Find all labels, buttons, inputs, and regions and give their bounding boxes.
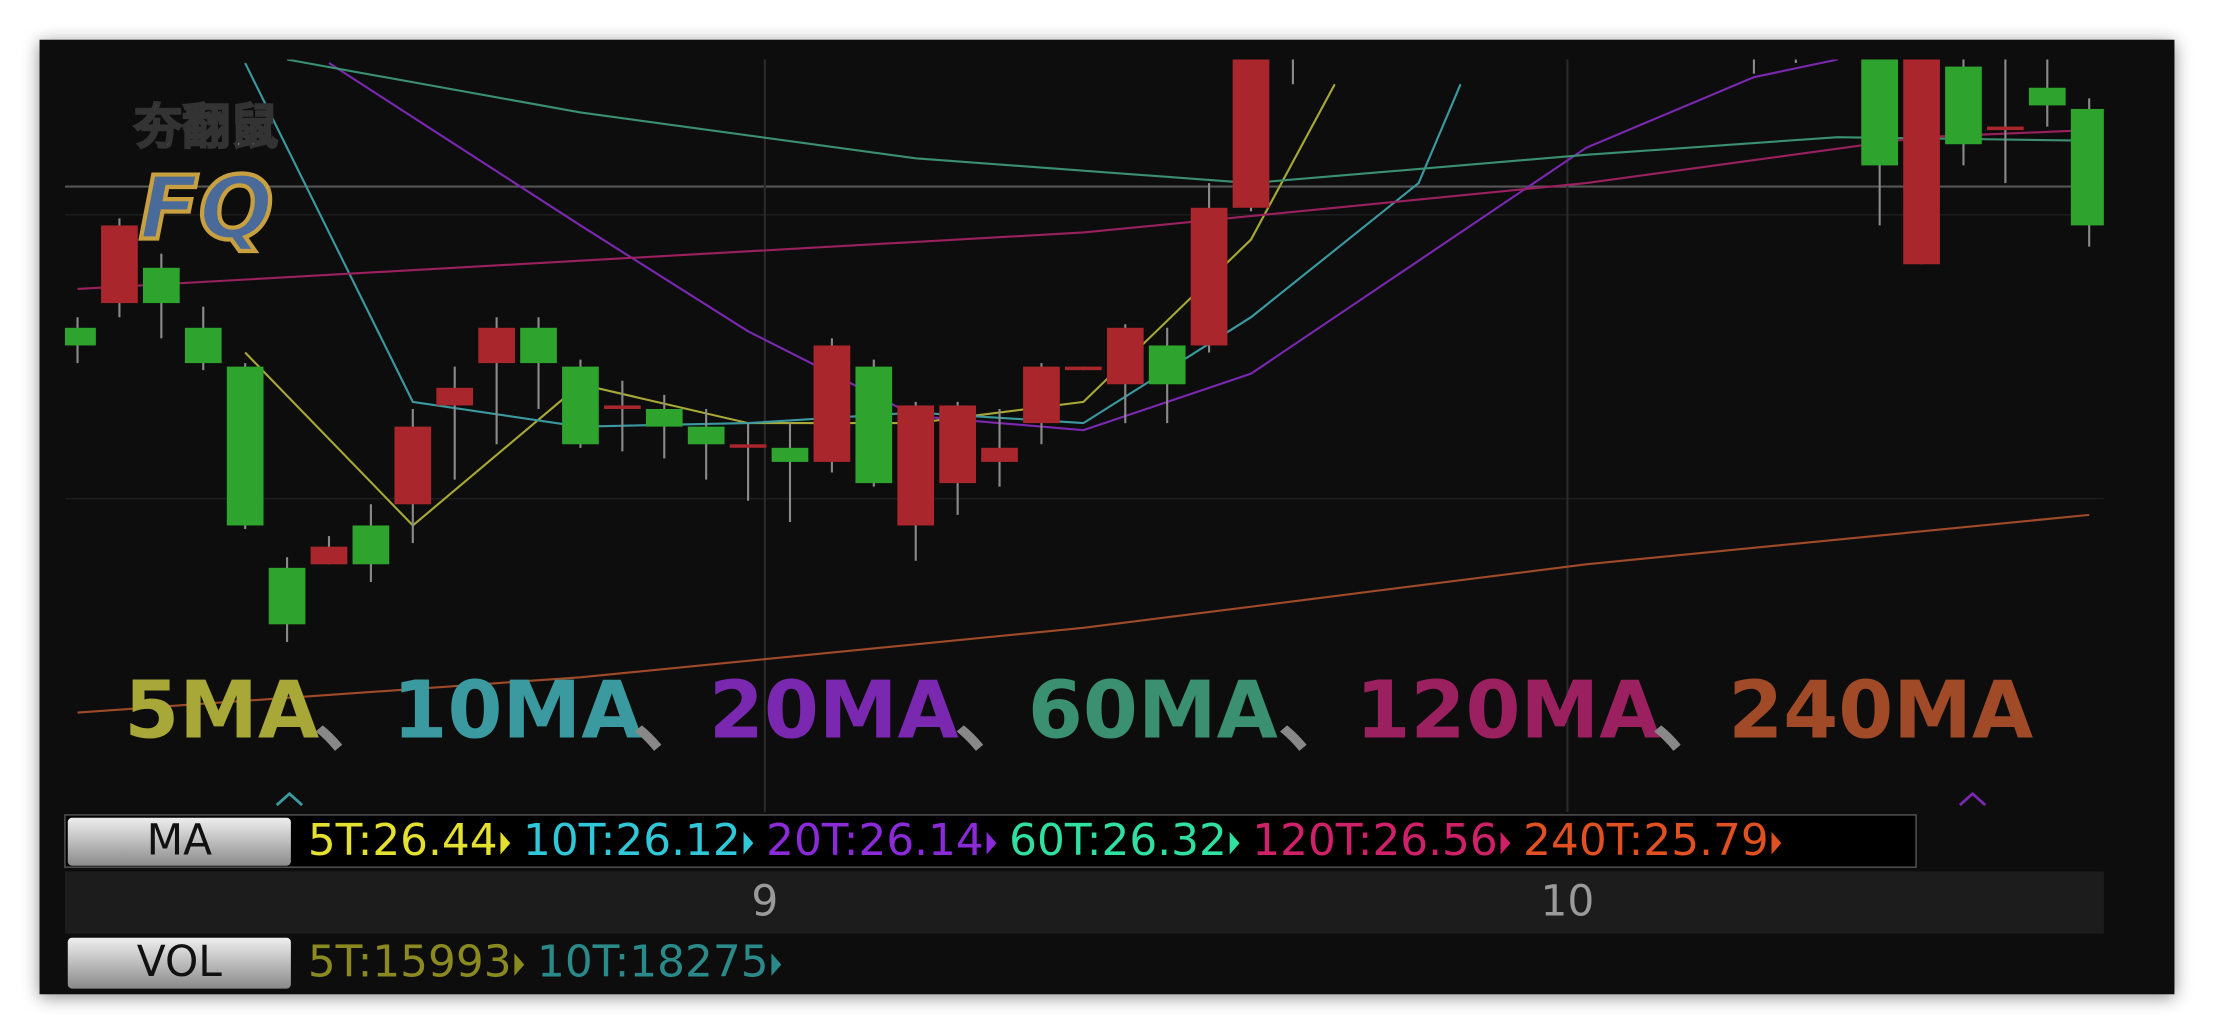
vol-button[interactable] (67, 937, 291, 989)
logo-name: 夯翻鼠 (133, 99, 278, 155)
caption-separator: 、 (955, 672, 1034, 764)
candle-body (1065, 366, 1102, 371)
candle-body (897, 405, 935, 526)
ma-button-label[interactable]: MA (147, 816, 213, 865)
candle-body (268, 567, 306, 625)
caption-60ma: 60MA (1028, 665, 1278, 757)
candle-body (1861, 59, 1899, 166)
indicator-value: 5T:26.44 (308, 815, 498, 866)
vol-button-label[interactable]: VOL (137, 937, 223, 986)
candle-body (520, 327, 557, 364)
candle-body (687, 426, 725, 445)
indicator-bar (64, 814, 1917, 868)
indicator-arrow (743, 831, 754, 855)
caption-10ma: 10MA (393, 665, 643, 757)
logo: 夯翻鼠 FQ (132, 98, 279, 262)
candle-body (352, 525, 390, 565)
caption-120ma: 120MA (1356, 665, 1661, 757)
ma-button[interactable] (67, 817, 291, 866)
indicator-arrow (771, 953, 782, 976)
indicator-items: 5T:26.44 10T:26.12 20T:26.14 60T:26.32 120T:… (308, 815, 1782, 866)
candle-body (478, 327, 515, 364)
caption-5ma: 5MA (124, 665, 319, 757)
candle-body (2070, 108, 2104, 226)
candle-body (813, 345, 851, 462)
indicator-arrow (500, 831, 511, 855)
candle-body (771, 447, 809, 462)
indicator-arrow (514, 953, 525, 976)
indicator-value: 120T:26.56 (1252, 815, 1498, 866)
candle-body (64, 327, 96, 346)
candle-body (1945, 66, 1982, 145)
logo-badge: FQ (139, 158, 273, 260)
candle-body (729, 444, 767, 448)
indicator-value: 10T:18275 (537, 937, 769, 988)
marker (1958, 791, 1987, 807)
indicator-value: 60T:26.32 (1009, 815, 1227, 866)
indicator-arrow (1229, 831, 1240, 855)
indicator-value: 20T:26.14 (766, 815, 984, 866)
volume-items: 5T:15993 10T:18275 (308, 937, 782, 988)
indicator-arrow (1500, 831, 1511, 855)
candle-body (981, 447, 1018, 462)
candle-body (1190, 207, 1228, 346)
candle-body (645, 408, 683, 427)
plot-area (64, 59, 2104, 813)
indicator-value: 5T:15993 (308, 937, 512, 988)
ma-line (77, 513, 2090, 714)
candle-body (1148, 345, 1186, 385)
candle-body (1232, 59, 1270, 208)
candle-body (436, 387, 474, 406)
candle-body (1903, 59, 1940, 265)
caption-240ma: 240MA (1728, 665, 2033, 757)
indicator-value: 10T:26.12 (523, 815, 741, 866)
x-axis: 9 10 (751, 876, 1594, 925)
candle-body (855, 366, 893, 484)
candle-body (1106, 327, 1144, 385)
indicator-arrow (1771, 831, 1782, 855)
x-tick-label: 9 (751, 876, 778, 925)
candle-body (1023, 366, 1060, 424)
x-tick-label: 10 (1540, 876, 1594, 925)
candle-body (2028, 87, 2066, 106)
ma-caption: 5MA 、 10MA 、 20MA 、 60MA 、 120MA 、 240MA (124, 665, 2033, 764)
candle-body (394, 426, 432, 505)
candle-body (184, 327, 222, 364)
caption-separator: 、 (313, 672, 392, 764)
indicator-arrow (986, 831, 997, 855)
candle-body (101, 225, 138, 304)
caption-separator: 、 (1652, 672, 1731, 764)
candle-body (310, 546, 348, 565)
caption-separator: 、 (633, 672, 712, 764)
caption-separator: 、 (1278, 672, 1357, 764)
date-axis (64, 871, 2104, 934)
indicator-value: 240T:25.79 (1523, 815, 1769, 866)
candle-body (142, 267, 180, 304)
marker (275, 791, 304, 807)
candle-body (939, 405, 976, 484)
caption-20ma: 20MA (709, 665, 959, 757)
candle-body (226, 366, 264, 526)
candle-body (1987, 126, 2024, 131)
candle-body (603, 405, 641, 409)
candle-body (562, 366, 599, 445)
